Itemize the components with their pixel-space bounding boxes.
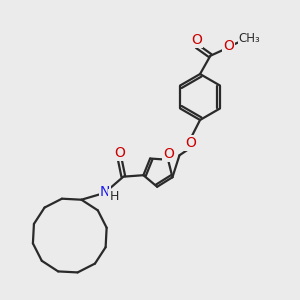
Text: O: O: [223, 39, 234, 53]
Text: O: O: [191, 33, 202, 47]
Text: H: H: [109, 190, 119, 203]
Text: O: O: [163, 147, 174, 161]
Text: CH₃: CH₃: [238, 32, 260, 45]
Text: N: N: [100, 185, 110, 199]
Text: O: O: [114, 146, 125, 160]
Text: O: O: [185, 136, 196, 150]
